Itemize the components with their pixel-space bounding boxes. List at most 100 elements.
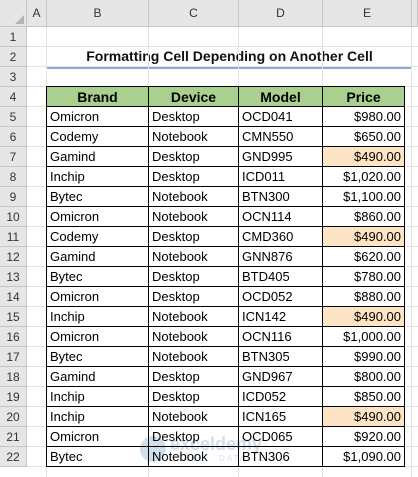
table-cell-price[interactable]: $490.00: [323, 307, 405, 327]
table-cell-device[interactable]: Desktop: [149, 167, 239, 187]
row-header-13[interactable]: 13: [0, 267, 27, 287]
row-header-14[interactable]: 14: [0, 287, 27, 307]
row-header-3[interactable]: 3: [0, 67, 27, 87]
row-header-4[interactable]: 4: [0, 87, 27, 107]
table-cell-price[interactable]: $850.00: [323, 387, 405, 407]
table-cell-price[interactable]: $920.00: [323, 427, 405, 447]
row-header-6[interactable]: 6: [0, 127, 27, 147]
row-header-16[interactable]: 16: [0, 327, 27, 347]
table-cell-brand[interactable]: Gamind: [47, 147, 149, 167]
table-header-model[interactable]: Model: [239, 87, 323, 107]
table-cell-device[interactable]: Desktop: [149, 147, 239, 167]
table-cell-model[interactable]: ICD052: [239, 387, 323, 407]
table-cell-price[interactable]: $990.00: [323, 347, 405, 367]
table-cell-model[interactable]: GNN876: [239, 247, 323, 267]
table-cell-model[interactable]: BTD405: [239, 267, 323, 287]
row-header-18[interactable]: 18: [0, 367, 27, 387]
table-cell-model[interactable]: GND967: [239, 367, 323, 387]
row-header-10[interactable]: 10: [0, 207, 27, 227]
column-header-b[interactable]: B: [47, 0, 149, 27]
column-header-e[interactable]: E: [323, 0, 412, 27]
table-cell-model[interactable]: OCD041: [239, 107, 323, 127]
row-header-5[interactable]: 5: [0, 107, 27, 127]
table-cell-model[interactable]: OCN116: [239, 327, 323, 347]
table-cell-price[interactable]: $620.00: [323, 247, 405, 267]
table-cell-price[interactable]: $490.00: [323, 227, 405, 247]
row-header-21[interactable]: 21: [0, 427, 27, 447]
table-cell-device[interactable]: Desktop: [149, 227, 239, 247]
table-cell-model[interactable]: OCN114: [239, 207, 323, 227]
table-cell-brand[interactable]: Bytec: [47, 447, 149, 467]
row-header-15[interactable]: 15: [0, 307, 27, 327]
table-cell-brand[interactable]: Omicron: [47, 287, 149, 307]
table-cell-price[interactable]: $1,020.00: [323, 167, 405, 187]
table-cell-price[interactable]: $650.00: [323, 127, 405, 147]
table-cell-brand[interactable]: Omicron: [47, 207, 149, 227]
column-header-c[interactable]: C: [149, 0, 239, 27]
table-cell-brand[interactable]: Gamind: [47, 247, 149, 267]
table-cell-price[interactable]: $1,100.00: [323, 187, 405, 207]
table-cell-price[interactable]: $1,000.00: [323, 327, 405, 347]
column-header-a[interactable]: A: [27, 0, 47, 27]
table-cell-model[interactable]: ICD011: [239, 167, 323, 187]
table-cell-brand[interactable]: Inchip: [47, 167, 149, 187]
table-cell-device[interactable]: Desktop: [149, 287, 239, 307]
table-cell-device[interactable]: Desktop: [149, 107, 239, 127]
row-header-9[interactable]: 9: [0, 187, 27, 207]
table-cell-price[interactable]: $880.00: [323, 287, 405, 307]
table-cell-model[interactable]: BTN306: [239, 447, 323, 467]
table-cell-model[interactable]: OCD065: [239, 427, 323, 447]
table-cell-model[interactable]: ICN165: [239, 407, 323, 427]
row-header-19[interactable]: 19: [0, 387, 27, 407]
table-cell-price[interactable]: $980.00: [323, 107, 405, 127]
table-cell-price[interactable]: $860.00: [323, 207, 405, 227]
table-cell-device[interactable]: Desktop: [149, 367, 239, 387]
table-cell-device[interactable]: Notebook: [149, 247, 239, 267]
table-cell-brand[interactable]: Omicron: [47, 327, 149, 347]
table-cell-brand[interactable]: Bytec: [47, 187, 149, 207]
table-cell-brand[interactable]: Inchip: [47, 307, 149, 327]
table-cell-device[interactable]: Notebook: [149, 307, 239, 327]
table-cell-device[interactable]: Notebook: [149, 447, 239, 467]
row-header-12[interactable]: 12: [0, 247, 27, 267]
table-cell-brand[interactable]: Bytec: [47, 267, 149, 287]
table-cell-brand[interactable]: Omicron: [47, 107, 149, 127]
row-header-1[interactable]: 1: [0, 27, 27, 47]
row-header-17[interactable]: 17: [0, 347, 27, 367]
table-cell-device[interactable]: Notebook: [149, 207, 239, 227]
table-cell-device[interactable]: Notebook: [149, 327, 239, 347]
table-cell-brand[interactable]: Bytec: [47, 347, 149, 367]
table-header-price[interactable]: Price: [323, 87, 405, 107]
sheet-title[interactable]: Formatting Cell Depending on Another Cel…: [86, 48, 373, 64]
table-cell-price[interactable]: $800.00: [323, 367, 405, 387]
select-all-corner[interactable]: [0, 0, 27, 27]
table-cell-brand[interactable]: Codemy: [47, 227, 149, 247]
column-header-f-partial[interactable]: [412, 0, 418, 27]
table-cell-price[interactable]: $490.00: [323, 147, 405, 167]
column-header-d[interactable]: D: [239, 0, 323, 27]
row-header-20[interactable]: 20: [0, 407, 27, 427]
table-cell-model[interactable]: GND995: [239, 147, 323, 167]
row-header-22[interactable]: 22: [0, 447, 27, 467]
table-cell-price[interactable]: $780.00: [323, 267, 405, 287]
row-header-7[interactable]: 7: [0, 147, 27, 167]
table-cell-price[interactable]: $490.00: [323, 407, 405, 427]
table-cell-model[interactable]: CMN550: [239, 127, 323, 147]
table-cell-device[interactable]: Notebook: [149, 127, 239, 147]
table-cell-device[interactable]: Desktop: [149, 267, 239, 287]
table-cell-brand[interactable]: Inchip: [47, 387, 149, 407]
table-cell-device[interactable]: Notebook: [149, 187, 239, 207]
table-cell-brand[interactable]: Omicron: [47, 427, 149, 447]
table-cell-model[interactable]: BTN305: [239, 347, 323, 367]
table-cell-price[interactable]: $1,090.00: [323, 447, 405, 467]
table-cell-model[interactable]: CMD360: [239, 227, 323, 247]
table-cell-model[interactable]: BTN300: [239, 187, 323, 207]
table-cell-device[interactable]: Desktop: [149, 427, 239, 447]
table-cell-brand[interactable]: Gamind: [47, 367, 149, 387]
table-cell-brand[interactable]: Inchip: [47, 407, 149, 427]
row-header-11[interactable]: 11: [0, 227, 27, 247]
table-cell-model[interactable]: ICN142: [239, 307, 323, 327]
row-header-8[interactable]: 8: [0, 167, 27, 187]
table-cell-device[interactable]: Desktop: [149, 387, 239, 407]
row-header-2[interactable]: 2: [0, 47, 27, 67]
